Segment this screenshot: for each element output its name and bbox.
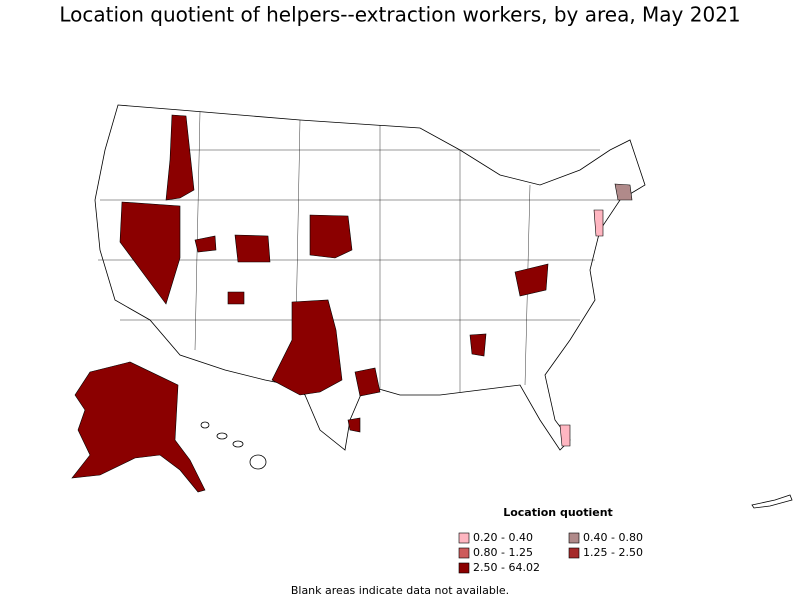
- legend-label: 0.20 - 0.40: [473, 531, 533, 544]
- footnote: Blank areas indicate data not available.: [291, 584, 509, 597]
- legend-swatch: [458, 562, 470, 574]
- legend-swatch: [458, 547, 470, 559]
- legend-label: 2.50 - 64.02: [473, 561, 540, 574]
- map-title: Location quotient of helpers--extraction…: [59, 3, 740, 27]
- region-new-jersey: [593, 209, 604, 237]
- legend-swatch: [568, 547, 580, 559]
- legend: Location quotient 0.20 - 0.40 0.40 - 0.80…: [458, 506, 643, 574]
- region-east-texas: [354, 367, 381, 397]
- region-utah: [194, 235, 217, 253]
- region-west-texas: [271, 299, 343, 396]
- map: [71, 104, 793, 509]
- legend-swatch: [458, 532, 470, 544]
- region-mississippi: [469, 333, 487, 357]
- contiguous-us: [94, 104, 646, 451]
- alaska: [71, 361, 206, 493]
- region-florida: [559, 424, 571, 447]
- region-nevada: [119, 201, 181, 305]
- region-massachusetts: [614, 183, 633, 201]
- legend-label: 0.80 - 1.25: [473, 546, 533, 559]
- hawaii: [200, 421, 267, 470]
- region-wyoming: [234, 234, 271, 263]
- puerto-rico: [751, 494, 793, 509]
- region-dakotas: [309, 214, 353, 259]
- region-gulf: [347, 417, 361, 433]
- region-idaho: [165, 114, 195, 201]
- legend-label: 0.40 - 0.80: [583, 531, 643, 544]
- region-kentucky: [514, 263, 549, 297]
- region-colorado: [227, 291, 245, 305]
- legend-swatch: [568, 532, 580, 544]
- legend-label: 1.25 - 2.50: [583, 546, 643, 559]
- legend-title: Location quotient: [503, 506, 613, 519]
